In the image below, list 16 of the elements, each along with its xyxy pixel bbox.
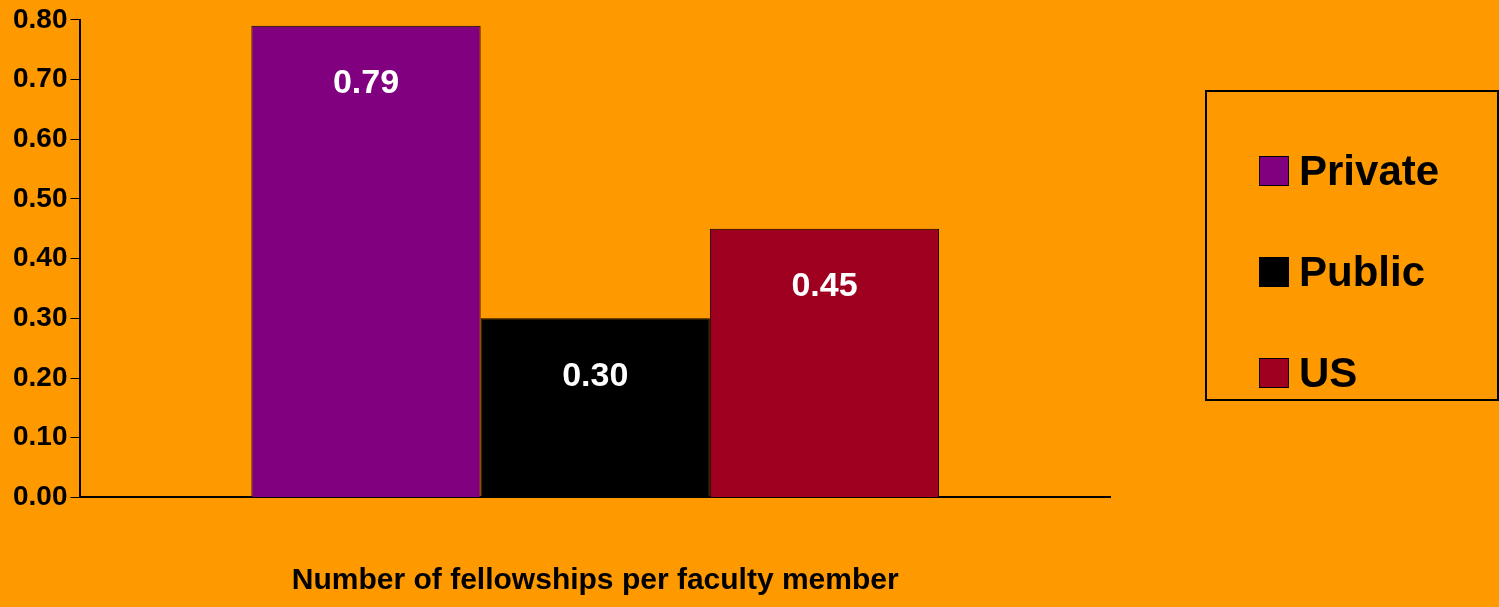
y-tick-label: 0.00 xyxy=(13,480,68,512)
y-tick-label: 0.40 xyxy=(13,241,68,273)
legend-label: Public xyxy=(1299,247,1426,296)
y-tick-label: 0.50 xyxy=(13,181,68,213)
y-tick-label: 0.80 xyxy=(13,2,68,34)
data-label: 0.79 xyxy=(332,62,400,101)
x-axis-title: Number of fellowships per faculty member xyxy=(291,562,899,596)
y-tick-label: 0.20 xyxy=(13,360,68,392)
y-tick-label: 0.60 xyxy=(13,121,68,153)
legend-label: Private xyxy=(1299,146,1440,195)
data-label: 0.30 xyxy=(562,354,629,393)
y-tick-label: 0.70 xyxy=(13,62,68,94)
data-label: 0.45 xyxy=(791,265,858,304)
y-tick-label: 0.10 xyxy=(13,420,68,452)
legend-label: US xyxy=(1299,348,1358,397)
y-tick-label: 0.30 xyxy=(13,301,68,333)
